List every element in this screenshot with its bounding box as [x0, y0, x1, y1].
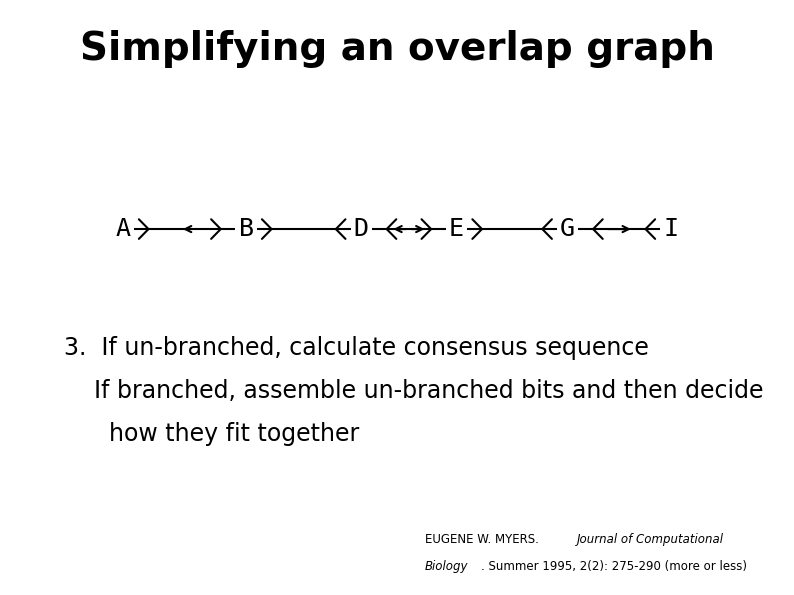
- Text: Biology: Biology: [425, 560, 468, 574]
- Text: A: A: [116, 217, 130, 241]
- Text: D: D: [354, 217, 368, 241]
- Text: B: B: [239, 217, 253, 241]
- Text: E: E: [449, 217, 464, 241]
- Text: Simplifying an overlap graph: Simplifying an overlap graph: [79, 30, 715, 68]
- Text: I: I: [664, 217, 678, 241]
- Text: 3.  If un-branched, calculate consensus sequence: 3. If un-branched, calculate consensus s…: [64, 336, 649, 360]
- Text: Journal of Computational: Journal of Computational: [576, 533, 723, 546]
- Text: how they fit together: how they fit together: [64, 422, 359, 446]
- Text: G: G: [561, 217, 575, 241]
- Text: If branched, assemble un-branched bits and then decide: If branched, assemble un-branched bits a…: [64, 379, 763, 403]
- Text: . Summer 1995, 2(2): 275-290 (more or less): . Summer 1995, 2(2): 275-290 (more or le…: [481, 560, 747, 574]
- Text: EUGENE W. MYERS.: EUGENE W. MYERS.: [425, 533, 542, 546]
